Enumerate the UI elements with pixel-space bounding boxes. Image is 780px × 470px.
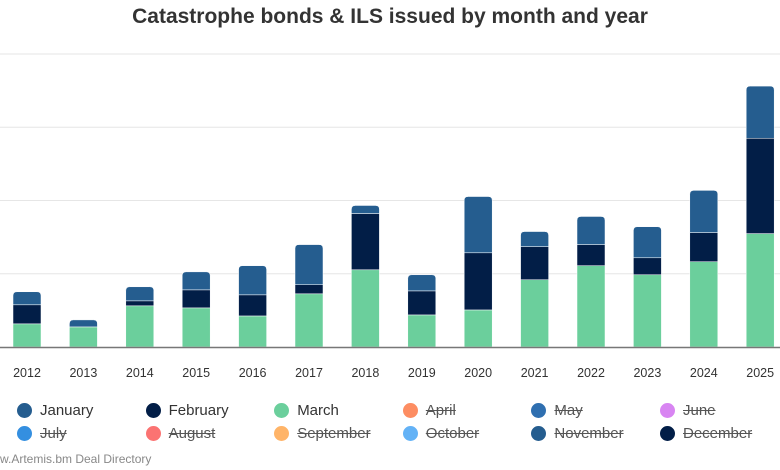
legend-marker-icon bbox=[17, 403, 32, 418]
bar-january-2014 bbox=[125, 286, 155, 302]
bar-february-2025 bbox=[745, 137, 775, 234]
legend-label: February bbox=[168, 402, 229, 419]
legend-label: March bbox=[297, 402, 339, 419]
bar-january-2018 bbox=[351, 205, 380, 214]
legend-marker-icon bbox=[402, 403, 418, 418]
legend-marker-icon bbox=[660, 426, 675, 441]
bar-january-2017 bbox=[294, 244, 324, 285]
x-tick-label: 2023 bbox=[633, 366, 661, 380]
legend-item-march[interactable]: March bbox=[274, 402, 339, 419]
bar-march-2018 bbox=[351, 269, 380, 348]
bar-january-2019 bbox=[407, 274, 437, 292]
bar-january-2023 bbox=[633, 226, 662, 259]
x-tick-label: 2015 bbox=[182, 366, 210, 380]
bar-january-2025 bbox=[745, 85, 775, 139]
legend-item-january[interactable]: January bbox=[17, 402, 93, 419]
bar-january-2024 bbox=[689, 190, 719, 233]
legend-label: June bbox=[683, 402, 716, 419]
legend-marker-icon bbox=[274, 426, 290, 441]
bar-march-2023 bbox=[633, 274, 662, 348]
legend-item-april[interactable]: April bbox=[402, 402, 456, 419]
legend-marker-icon bbox=[274, 403, 290, 418]
legend-marker-icon bbox=[145, 403, 161, 418]
bar-january-2016 bbox=[238, 265, 267, 296]
legend-label: April bbox=[425, 402, 456, 419]
bar-january-2020 bbox=[463, 196, 493, 254]
legend-label: November bbox=[554, 425, 624, 442]
legend-label: October bbox=[425, 425, 480, 442]
bar-march-2021 bbox=[520, 279, 549, 348]
legend-item-june[interactable]: June bbox=[660, 402, 716, 419]
x-tick-label: 2018 bbox=[351, 366, 379, 380]
bar-january-2015 bbox=[181, 271, 211, 291]
legend-label: August bbox=[168, 425, 216, 442]
legend-label: September bbox=[297, 425, 371, 442]
legend-item-july[interactable]: July bbox=[17, 425, 67, 442]
chart-title: Catastrophe bonds & ILS issued by month … bbox=[132, 5, 648, 28]
chart-plot: 2012 2013 2014 2015 2016 2017 2018 2019 2020 2021… bbox=[0, 53, 780, 380]
bar-march-2024 bbox=[689, 261, 719, 348]
bar-march-2022 bbox=[576, 265, 606, 348]
x-tick-label: 2025 bbox=[746, 366, 774, 380]
legend-item-december[interactable]: December bbox=[660, 425, 752, 442]
x-tick-label: 2016 bbox=[239, 366, 267, 380]
legend-marker-icon bbox=[531, 403, 547, 418]
bar-february-2016 bbox=[238, 294, 267, 317]
bar-march-2014 bbox=[125, 305, 155, 348]
legend-marker-icon bbox=[402, 426, 418, 441]
bar-january-2021 bbox=[520, 231, 549, 247]
bar-february-2024 bbox=[689, 232, 719, 262]
x-tick-label: 2019 bbox=[408, 366, 436, 380]
bar-february-2015 bbox=[181, 289, 211, 309]
x-tick-label: 2024 bbox=[690, 366, 718, 380]
bar-january-2013 bbox=[69, 319, 98, 328]
x-tick-label: 2021 bbox=[521, 366, 549, 380]
bar-march-2016 bbox=[238, 315, 267, 348]
bar-march-2019 bbox=[407, 314, 437, 348]
legend-item-september[interactable]: September bbox=[274, 425, 371, 442]
x-tick-label: 2012 bbox=[13, 366, 41, 380]
legend-item-february[interactable]: February bbox=[145, 402, 229, 419]
bar-january-2012 bbox=[12, 291, 42, 306]
bar-february-2021 bbox=[520, 246, 549, 281]
x-tick-label: 2017 bbox=[295, 366, 323, 380]
bar-march-2012 bbox=[12, 323, 42, 348]
bar-february-2023 bbox=[633, 257, 662, 276]
bar-march-2013 bbox=[69, 326, 98, 348]
legend-item-may[interactable]: May bbox=[531, 402, 583, 419]
legend-label: January bbox=[40, 402, 94, 419]
bar-february-2020 bbox=[463, 252, 493, 311]
legend-marker-icon bbox=[531, 426, 547, 441]
bar-march-2025 bbox=[745, 233, 775, 348]
legend-item-august[interactable]: August bbox=[145, 425, 216, 442]
bar-march-2015 bbox=[181, 307, 211, 348]
legend-label: May bbox=[554, 402, 583, 419]
bar-march-2017 bbox=[294, 293, 324, 348]
bar-march-2020 bbox=[463, 309, 493, 348]
bar-february-2014 bbox=[125, 300, 155, 307]
bar-february-2012 bbox=[12, 304, 42, 325]
legend-marker-icon bbox=[660, 403, 675, 418]
legend-label: July bbox=[40, 425, 67, 442]
legend-marker-icon bbox=[17, 426, 32, 441]
legend-label: December bbox=[683, 425, 753, 442]
x-tick-label: 2014 bbox=[126, 366, 154, 380]
legend-item-october[interactable]: October bbox=[402, 425, 480, 442]
bar-february-2022 bbox=[576, 244, 606, 266]
bar-january-2022 bbox=[576, 216, 606, 245]
credit-link[interactable]: w.Artemis.bm Deal Directory bbox=[0, 452, 152, 466]
legend-item-november[interactable]: November bbox=[531, 425, 624, 442]
legend-marker-icon bbox=[145, 426, 161, 441]
x-tick-label: 2013 bbox=[69, 366, 97, 380]
bar-february-2019 bbox=[407, 290, 437, 316]
x-tick-label: 2022 bbox=[577, 366, 605, 380]
bar-february-2018 bbox=[351, 213, 380, 271]
x-tick-label: 2020 bbox=[464, 366, 492, 380]
bar-february-2017 bbox=[294, 284, 324, 295]
